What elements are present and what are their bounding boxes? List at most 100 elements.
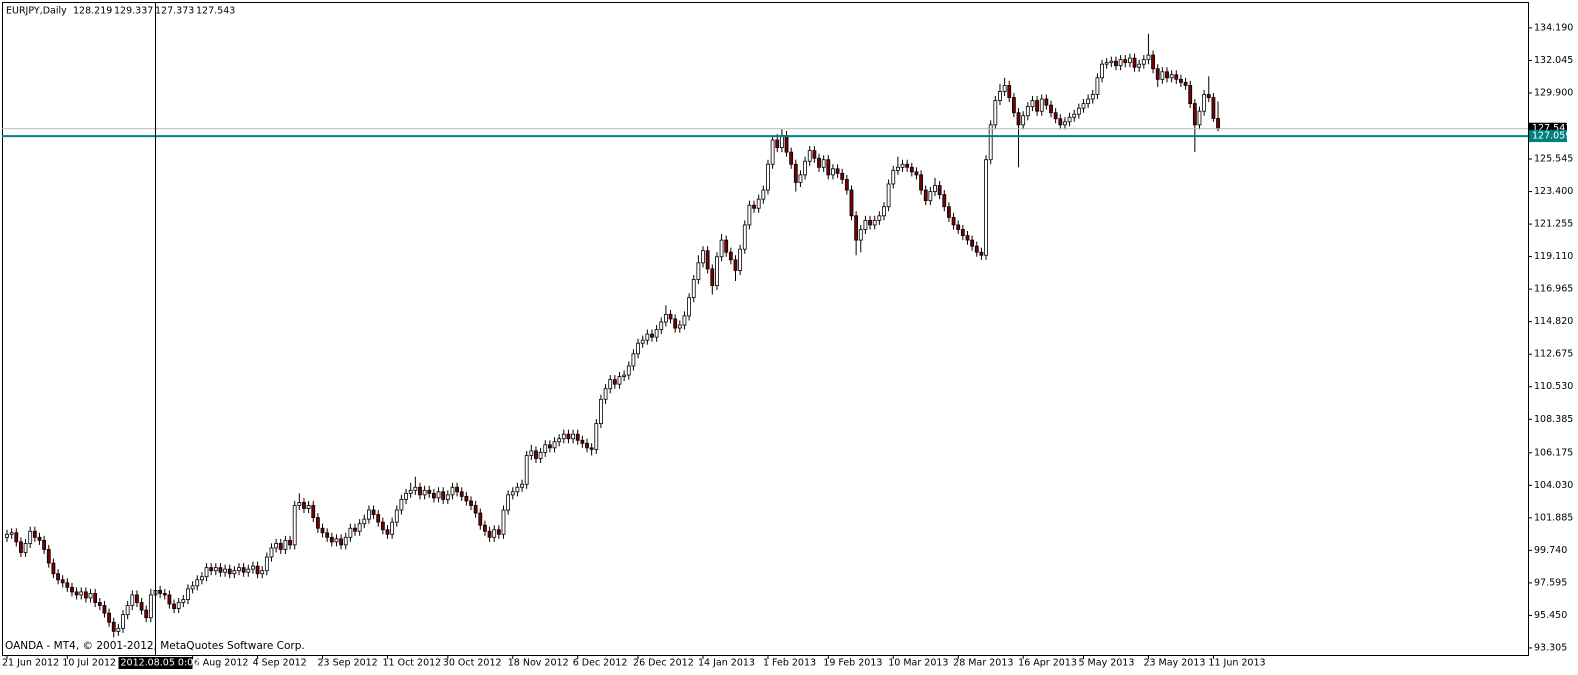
y-tick-label: 119.110 <box>1534 251 1573 262</box>
candle-body <box>1081 103 1086 109</box>
candle-body <box>51 562 56 575</box>
candle-body <box>575 433 580 441</box>
candle-body <box>264 556 269 572</box>
candle-body <box>928 191 933 202</box>
candle-body <box>640 339 645 344</box>
candle-body <box>691 279 696 299</box>
candle-body <box>28 530 33 544</box>
candle-body <box>947 206 951 218</box>
candle-body <box>659 321 664 330</box>
candle-body <box>677 324 682 329</box>
header-low: 127.373 <box>155 6 194 17</box>
candle-body <box>32 530 37 538</box>
candle-body <box>1100 63 1104 79</box>
candle-body <box>775 139 780 148</box>
candle-body <box>339 538 343 546</box>
candle-body <box>148 594 153 619</box>
candle-body <box>176 602 181 609</box>
y-tick-label: 93.305 <box>1534 642 1567 653</box>
candle-body <box>654 329 659 338</box>
x-tick-label: 14 Jan 2013 <box>698 658 755 669</box>
candle-body <box>42 539 47 550</box>
candle-body <box>798 174 803 183</box>
candle-body <box>1160 71 1165 80</box>
candle-body <box>594 423 599 450</box>
candle-body <box>1137 63 1142 68</box>
candle-body <box>728 251 733 261</box>
candle-body <box>937 185 942 195</box>
candle-body <box>733 259 738 271</box>
candle-body <box>380 521 385 531</box>
candle-body <box>334 538 339 543</box>
candle-body <box>1067 116 1072 123</box>
x-tick-label: 19 Feb 2013 <box>823 658 882 669</box>
candle-body <box>1086 98 1091 105</box>
candle-body <box>872 219 877 226</box>
candle-body <box>199 576 204 581</box>
candle-body <box>441 491 446 500</box>
candle-body <box>46 549 51 564</box>
candle-body <box>682 315 687 326</box>
candle-body <box>650 333 654 338</box>
candle-body <box>561 433 566 440</box>
candle-body <box>478 512 483 526</box>
candle-body <box>288 539 292 546</box>
y-tick-label: 97.595 <box>1534 577 1567 588</box>
candle-body <box>283 539 288 550</box>
candle-body <box>227 568 232 575</box>
candle-body <box>696 262 701 280</box>
candle-body <box>900 163 905 168</box>
candle-body <box>914 171 919 176</box>
candle-body <box>520 483 524 488</box>
candle-body <box>469 500 473 506</box>
candle-body <box>1007 85 1012 98</box>
candle-body <box>97 602 102 606</box>
candle-body <box>761 189 766 200</box>
bid-label: 127.543 <box>1532 123 1571 134</box>
crosshair-label-box <box>118 657 193 669</box>
candle-body <box>278 542 283 550</box>
candle-body <box>909 166 914 173</box>
candle-body <box>1179 78 1183 83</box>
candle-body <box>204 567 209 578</box>
candle-body <box>854 215 859 241</box>
candle-body <box>608 379 613 390</box>
candle-body <box>306 505 311 509</box>
candle-body <box>1076 107 1081 115</box>
candle-body <box>668 313 673 320</box>
candle-body <box>74 591 79 596</box>
y-tick-label: 95.450 <box>1534 610 1567 621</box>
candle-body <box>60 579 65 584</box>
candle-body <box>496 529 501 535</box>
candle-body <box>1063 121 1067 126</box>
x-tick-label: 10 Mar 2013 <box>888 658 948 669</box>
candle-body <box>241 567 246 573</box>
candle-body <box>571 433 575 440</box>
y-tick-label: 106.175 <box>1534 447 1573 458</box>
candle-body <box>1011 97 1016 114</box>
header-open: 128.219 <box>73 6 112 17</box>
candle-body <box>394 509 399 523</box>
candle-body <box>956 224 961 230</box>
candle-body <box>933 185 937 192</box>
candle-body <box>223 568 227 573</box>
candle-body <box>186 588 190 600</box>
candle-body <box>1021 115 1026 126</box>
candle-body <box>1169 74 1174 79</box>
y-tick-label: 123.400 <box>1534 186 1573 197</box>
y-tick-label: 112.675 <box>1534 349 1573 360</box>
candle-body <box>102 605 107 614</box>
candle-body <box>970 239 975 247</box>
x-tick-label: 23 May 2013 <box>1143 658 1205 669</box>
candle-body <box>724 239 729 253</box>
candle-body <box>195 579 200 587</box>
candle-body <box>1141 59 1146 65</box>
x-tick-label: 30 Oct 2012 <box>443 658 502 669</box>
x-tick-label: 11 Oct 2012 <box>382 658 441 669</box>
candle-body <box>422 489 427 496</box>
candle-body <box>218 567 223 573</box>
candle-body <box>812 150 817 159</box>
candle-body <box>1188 85 1193 105</box>
y-tick-label: 129.900 <box>1534 87 1573 98</box>
y-tick-label: 104.030 <box>1534 480 1573 491</box>
